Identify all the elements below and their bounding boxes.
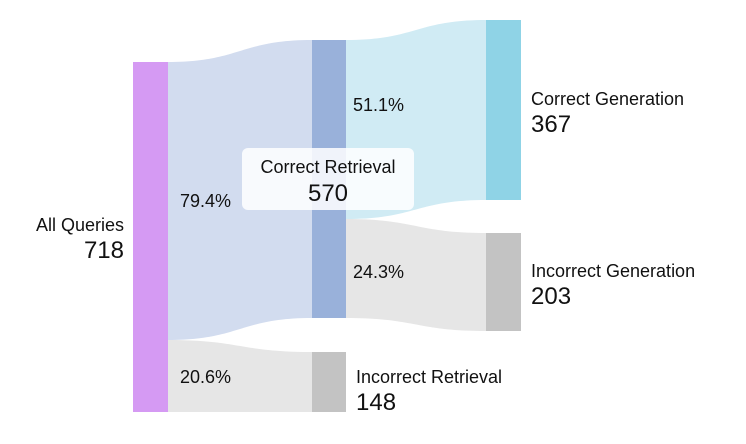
node-incorrect-retrieval <box>312 352 346 412</box>
node-correct-generation <box>486 20 521 200</box>
incorrect-retrieval-value: 148 <box>356 389 396 416</box>
flow-percent-incorrect-retrieval: 20.6% <box>180 367 231 387</box>
all-queries-label: All Queries <box>36 215 124 235</box>
correct-generation-label: Correct Generation <box>531 89 684 109</box>
correct-retrieval-label-box <box>242 148 414 210</box>
flow-percent-incorrect-generation: 24.3% <box>353 262 404 282</box>
incorrect-generation-label: Incorrect Generation <box>531 261 695 281</box>
flow-all-to-correct-retrieval <box>168 40 312 340</box>
node-incorrect-generation <box>486 233 521 331</box>
correct-retrieval-label: Correct Retrieval <box>260 157 395 177</box>
flow-all-to-incorrect-retrieval <box>168 340 312 412</box>
flow-percent-correct-generation: 51.1% <box>353 95 404 115</box>
incorrect-generation-value: 203 <box>531 283 571 310</box>
correct-retrieval-value: 570 <box>308 180 348 207</box>
incorrect-retrieval-label: Incorrect Retrieval <box>356 367 502 387</box>
node-all-queries <box>133 62 168 412</box>
correct-generation-value: 367 <box>531 111 571 138</box>
flow-percent-correct-retrieval: 79.4% <box>180 191 231 211</box>
flow-correct-retrieval-to-incorrect-generation <box>346 219 486 331</box>
all-queries-value: 718 <box>84 237 124 264</box>
